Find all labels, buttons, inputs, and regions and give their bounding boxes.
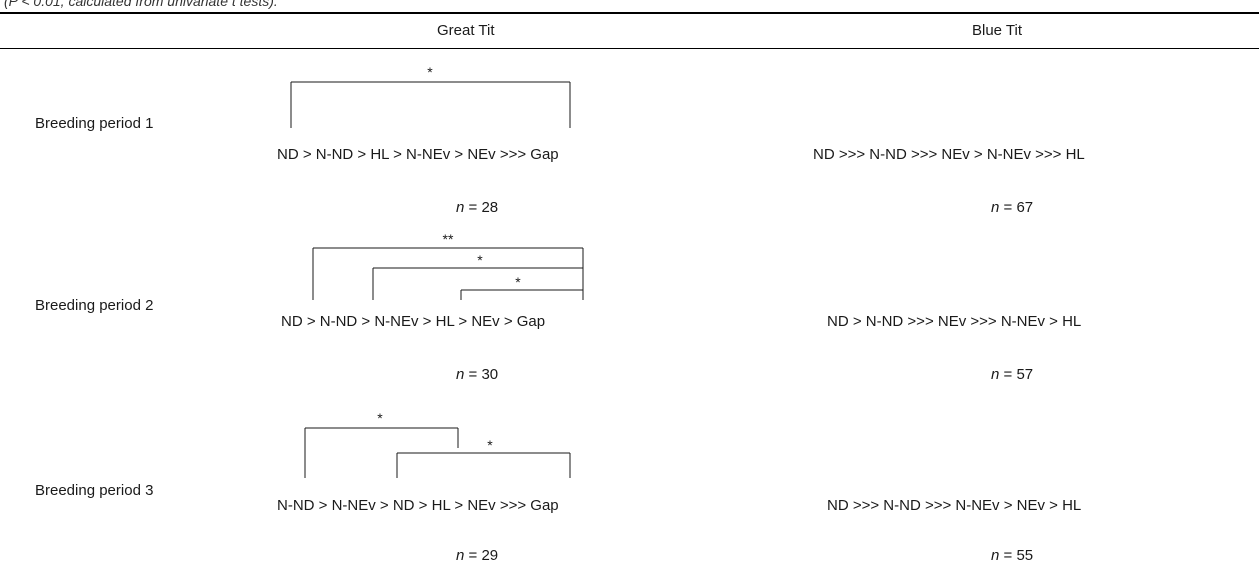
great-tit-ranking: ND > N-ND > HL > N-NEv > NEv >>> Gap <box>277 146 559 163</box>
blue-tit-sample-size: n = 57 <box>991 366 1034 383</box>
row-label: Breeding period 3 <box>35 482 154 499</box>
row-label: Breeding period 2 <box>35 297 154 314</box>
header-blue-tit: Blue Tit <box>972 22 1023 39</box>
great-tit-ranking: ND > N-ND > N-NEv > HL > NEv > Gap <box>281 313 546 330</box>
significance-marker: * <box>487 437 493 453</box>
caption-fragment: (P < 0.01, calculated from univariate t … <box>4 0 278 9</box>
blue-tit-sample-size: n = 67 <box>991 199 1034 216</box>
table-top-rule <box>0 12 1259 14</box>
blue-tit-sample-size: n = 55 <box>991 547 1034 564</box>
great-tit-sample-size: n = 28 <box>456 199 499 216</box>
significance-marker: * <box>377 410 383 426</box>
blue-tit-ranking: ND > N-ND >>> NEv >>> N-NEv > HL <box>827 313 1082 330</box>
table-header-rule <box>0 48 1259 49</box>
header-great-tit: Great Tit <box>437 22 495 39</box>
great-tit-sample-size: n = 30 <box>456 366 499 383</box>
great-tit-sample-size: n = 29 <box>456 547 499 564</box>
great-tit-ranking: N-ND > N-NEv > ND > HL > NEv >>> Gap <box>277 497 559 514</box>
row-label: Breeding period 1 <box>35 115 154 132</box>
blue-tit-ranking: ND >>> N-ND >>> NEv > N-NEv >>> HL <box>813 146 1085 163</box>
significance-marker: ** <box>443 231 454 247</box>
blue-tit-ranking: ND >>> N-ND >>> N-NEv > NEv > HL <box>827 497 1082 514</box>
significance-marker: * <box>477 252 483 268</box>
significance-marker: * <box>427 64 433 80</box>
significance-marker: * <box>515 274 521 290</box>
